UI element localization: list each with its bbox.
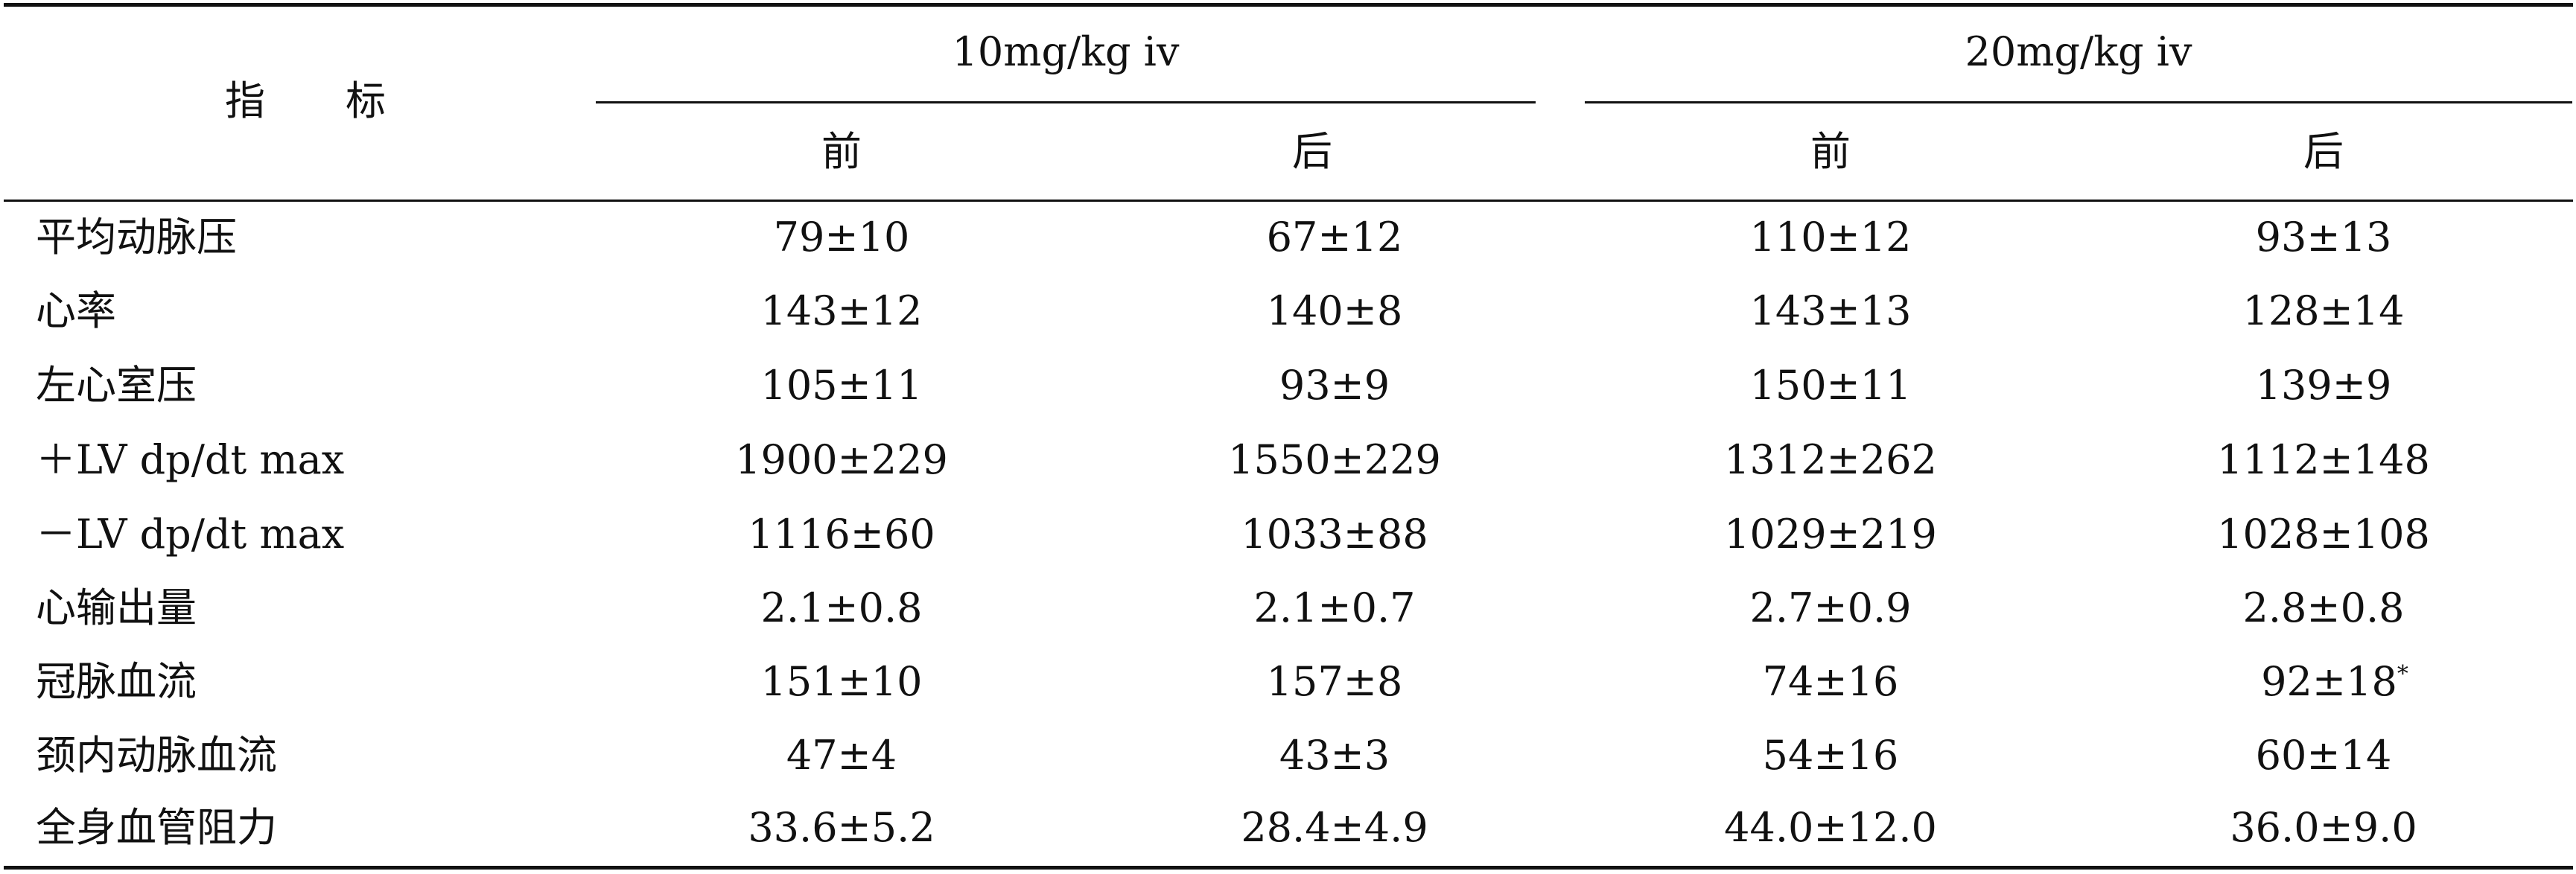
value-20mg-before: 54±16 (1762, 732, 1899, 779)
significance-mark: * (2397, 661, 2408, 687)
header-10mg-before: 前 (821, 128, 862, 175)
value-10mg-before: 2.1±0.8 (760, 584, 923, 631)
value-10mg-after: 93±9 (1279, 362, 1390, 409)
value-10mg-before: 79±10 (773, 214, 910, 261)
header-20mg-before: 前 (1810, 128, 1851, 175)
header-20mg-after: 后 (2303, 128, 2344, 175)
value-10mg-before: 105±11 (760, 362, 923, 409)
group-rule-10mg (596, 101, 1536, 103)
value-10mg-after: 1550±229 (1228, 436, 1441, 483)
value-20mg-after: 1028±108 (2217, 511, 2430, 558)
value-20mg-before: 143±13 (1749, 287, 1912, 334)
row-label: 左心室压 (36, 362, 197, 409)
value-20mg-before: 110±12 (1749, 214, 1912, 261)
value-10mg-before: 1900±229 (735, 436, 948, 483)
value-20mg-before: 44.0±12.0 (1724, 804, 1937, 851)
row-label: 颈内动脉血流 (36, 732, 277, 779)
row-label: 全身血管阻力 (36, 804, 277, 851)
value-20mg-after: 93±13 (2255, 214, 2392, 261)
value-20mg-before: 74±16 (1762, 658, 1899, 705)
value-20mg-after: 92±18* (2261, 662, 2408, 702)
header-group-20mg: 20mg/kg iv (1965, 28, 2192, 75)
value-20mg-after: 36.0±9.0 (2230, 804, 2417, 851)
value-10mg-before: 1116±60 (748, 511, 935, 558)
value-10mg-after: 28.4±4.9 (1241, 804, 1428, 851)
header-group-10mg: 10mg/kg iv (952, 28, 1180, 75)
value-20mg-after: 60±14 (2255, 732, 2392, 779)
value-10mg-after: 43±3 (1279, 732, 1390, 779)
value-20mg-after: 139±9 (2255, 362, 2392, 409)
value-10mg-after: 157±8 (1266, 658, 1403, 705)
row-label: ＋LV dp/dt max (36, 436, 345, 483)
value-10mg-before: 143±12 (760, 287, 923, 334)
value-10mg-before: 47±4 (786, 732, 897, 779)
row-label: 心输出量 (36, 584, 197, 631)
value-20mg-after: 1112±148 (2217, 436, 2430, 483)
value-20mg-after: 2.8±0.8 (2242, 584, 2405, 631)
value-10mg-after: 2.1±0.7 (1253, 584, 1416, 631)
value-20mg-after: 128±14 (2242, 287, 2405, 334)
value-20mg-before: 1029±219 (1724, 511, 1937, 558)
value-10mg-after: 67±12 (1266, 214, 1403, 261)
group-rule-20mg (1585, 101, 2572, 103)
row-label: 冠脉血流 (36, 658, 197, 705)
table-top-rule (4, 3, 2573, 7)
value-10mg-before: 33.6±5.2 (748, 804, 935, 851)
row-label: －LV dp/dt max (36, 511, 345, 558)
row-label: 心率 (36, 287, 116, 334)
value-20mg-before: 1312±262 (1724, 436, 1937, 483)
header-bottom-rule (4, 200, 2573, 202)
header-10mg-after: 后 (1292, 128, 1332, 175)
table-bottom-rule (4, 866, 2573, 870)
value-20mg-before: 150±11 (1749, 362, 1912, 409)
value-10mg-before: 151±10 (760, 658, 923, 705)
value-20mg-before: 2.7±0.9 (1749, 584, 1912, 631)
value-10mg-after: 1033±88 (1241, 511, 1428, 558)
value-text: 92±18 (2261, 658, 2397, 705)
value-10mg-after: 140±8 (1266, 287, 1403, 334)
row-label: 平均动脉压 (36, 214, 237, 261)
header-indicator: 指 标 (225, 77, 386, 124)
